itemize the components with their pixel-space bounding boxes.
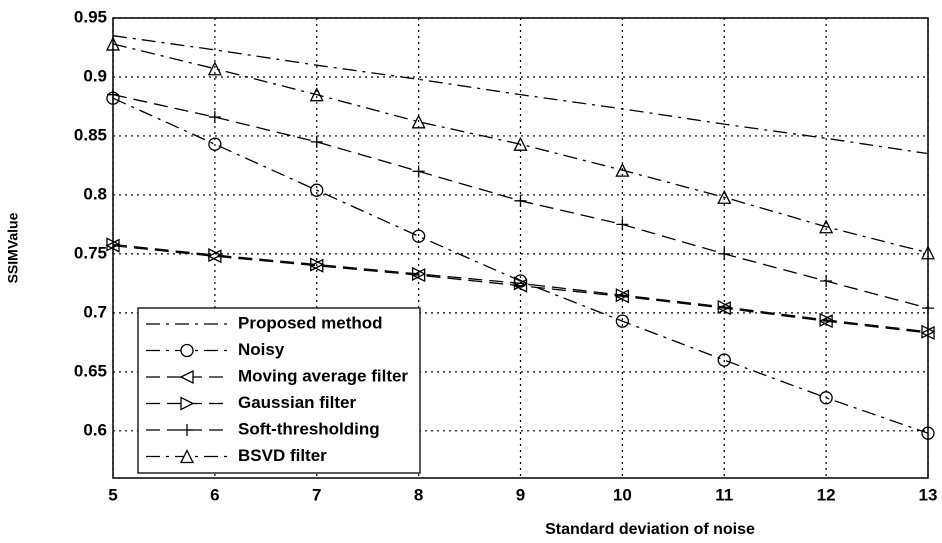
marker bbox=[106, 237, 121, 252]
marker bbox=[310, 257, 325, 272]
marker bbox=[920, 325, 935, 340]
y-tick-label: 0.65 bbox=[74, 361, 107, 380]
marker bbox=[820, 275, 833, 288]
marker bbox=[411, 229, 426, 243]
y-tick-label: 0.75 bbox=[74, 243, 107, 262]
marker bbox=[615, 162, 630, 177]
y-tick-label: 0.9 bbox=[83, 66, 107, 85]
x-tick-label: 6 bbox=[210, 485, 219, 504]
marker bbox=[107, 88, 119, 101]
marker bbox=[208, 137, 222, 151]
marker bbox=[615, 314, 630, 328]
marker bbox=[208, 248, 223, 263]
data-line bbox=[112, 243, 929, 333]
marker bbox=[614, 289, 630, 304]
y-axis-label: SSIMValue bbox=[5, 212, 21, 283]
marker bbox=[412, 165, 425, 178]
marker bbox=[717, 353, 731, 367]
x-tick-label: 11 bbox=[715, 485, 733, 504]
legend-label: Proposed method bbox=[238, 313, 383, 332]
marker bbox=[208, 111, 221, 124]
legend-label: Gaussian filter bbox=[238, 393, 356, 412]
marker bbox=[819, 219, 834, 234]
marker bbox=[180, 396, 195, 411]
marker bbox=[718, 247, 731, 260]
marker bbox=[616, 218, 629, 231]
marker bbox=[411, 114, 426, 129]
marker bbox=[513, 136, 528, 151]
marker bbox=[310, 135, 323, 148]
legend-label: Soft-thresholding bbox=[238, 419, 380, 438]
y-tick-label: 0.8 bbox=[83, 184, 107, 203]
y-tick-label: 0.95 bbox=[74, 7, 107, 26]
x-tick-label: 9 bbox=[516, 485, 525, 504]
marker bbox=[615, 288, 630, 303]
marker bbox=[411, 268, 426, 283]
marker bbox=[207, 61, 222, 76]
marker bbox=[411, 266, 427, 282]
x-tick-label: 5 bbox=[108, 485, 117, 504]
legend-box bbox=[137, 307, 421, 474]
marker bbox=[514, 194, 527, 207]
marker bbox=[819, 312, 834, 328]
legend-label: BSVD filter bbox=[238, 446, 327, 465]
x-axis-label: Standard deviation of noise bbox=[545, 521, 755, 538]
marker bbox=[310, 183, 324, 197]
marker bbox=[181, 424, 193, 436]
marker bbox=[921, 426, 935, 440]
data-line bbox=[112, 35, 929, 155]
marker bbox=[180, 343, 194, 358]
x-tick-label: 8 bbox=[414, 485, 423, 504]
legend-label: Moving average filter bbox=[238, 366, 408, 385]
legend-label: Noisy bbox=[238, 340, 285, 359]
data-line bbox=[112, 43, 929, 254]
marker bbox=[922, 302, 934, 315]
marker bbox=[105, 36, 121, 51]
marker bbox=[717, 189, 732, 204]
x-tick-label: 10 bbox=[613, 485, 632, 504]
marker bbox=[819, 391, 833, 405]
y-tick-label: 0.85 bbox=[74, 125, 107, 144]
x-tick-label: 12 bbox=[817, 485, 836, 504]
marker bbox=[309, 87, 324, 102]
marker bbox=[921, 324, 936, 339]
y-tick-label: 0.7 bbox=[83, 302, 107, 321]
y-tick-label: 0.6 bbox=[83, 420, 107, 439]
x-tick-label: 13 bbox=[919, 485, 938, 504]
marker bbox=[920, 245, 936, 260]
marker bbox=[179, 369, 194, 385]
marker bbox=[513, 276, 528, 291]
x-tick-label: 7 bbox=[312, 485, 321, 504]
marker bbox=[717, 299, 732, 315]
marker bbox=[179, 449, 195, 464]
